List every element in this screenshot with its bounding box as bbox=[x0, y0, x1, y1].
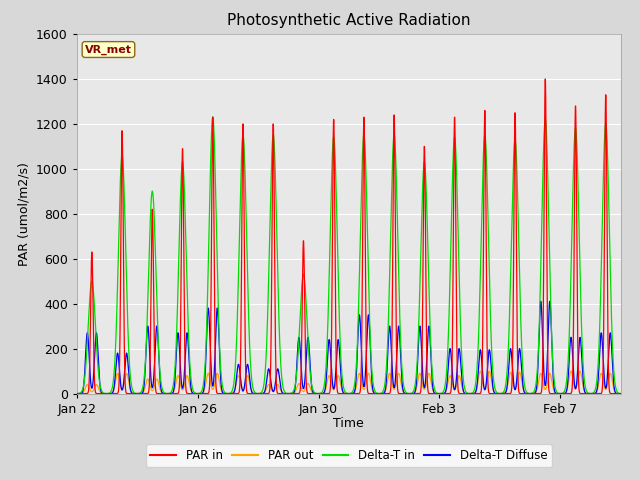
Text: VR_met: VR_met bbox=[85, 44, 132, 55]
Title: Photosynthetic Active Radiation: Photosynthetic Active Radiation bbox=[227, 13, 470, 28]
Legend: PAR in, PAR out, Delta-T in, Delta-T Diffuse: PAR in, PAR out, Delta-T in, Delta-T Dif… bbox=[145, 444, 552, 467]
Y-axis label: PAR (umol/m2/s): PAR (umol/m2/s) bbox=[17, 162, 30, 265]
X-axis label: Time: Time bbox=[333, 417, 364, 430]
